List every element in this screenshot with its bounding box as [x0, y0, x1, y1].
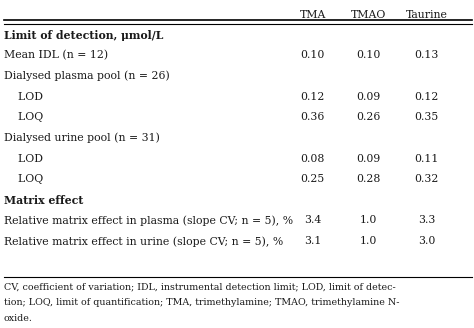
Text: TMA: TMA	[300, 10, 326, 20]
Text: tion; LOQ, limit of quantification; TMA, trimethylamine; TMAO, trimethylamine N-: tion; LOQ, limit of quantification; TMA,…	[4, 298, 399, 307]
Text: Taurine: Taurine	[406, 10, 447, 20]
Text: 0.11: 0.11	[414, 154, 439, 163]
Text: 0.09: 0.09	[356, 154, 381, 163]
Text: 0.10: 0.10	[301, 50, 325, 60]
Text: 3.4: 3.4	[304, 215, 321, 225]
Text: 0.10: 0.10	[356, 50, 381, 60]
Text: 0.13: 0.13	[414, 50, 439, 60]
Text: Matrix effect: Matrix effect	[4, 195, 83, 206]
Text: Dialysed urine pool (n = 31): Dialysed urine pool (n = 31)	[4, 133, 160, 143]
Text: 0.32: 0.32	[414, 174, 439, 184]
Text: Relative matrix effect in plasma (slope CV; n = 5), %: Relative matrix effect in plasma (slope …	[4, 215, 293, 226]
Text: Limit of detection, μmol/L: Limit of detection, μmol/L	[4, 30, 163, 41]
Text: 3.1: 3.1	[304, 236, 321, 246]
Text: 0.12: 0.12	[301, 92, 325, 101]
Text: oxide.: oxide.	[4, 314, 33, 322]
Text: 1.0: 1.0	[360, 236, 377, 246]
Text: Relative matrix effect in urine (slope CV; n = 5), %: Relative matrix effect in urine (slope C…	[4, 236, 283, 247]
Text: LOQ: LOQ	[4, 112, 43, 122]
Text: 0.12: 0.12	[414, 92, 439, 101]
Text: TMAO: TMAO	[351, 10, 386, 20]
Text: 1.0: 1.0	[360, 215, 377, 225]
Text: 3.3: 3.3	[418, 215, 435, 225]
Text: LOD: LOD	[4, 154, 43, 163]
Text: CV, coefficient of variation; IDL, instrumental detection limit; LOD, limit of d: CV, coefficient of variation; IDL, instr…	[4, 282, 395, 291]
Text: 0.25: 0.25	[301, 174, 325, 184]
Text: Dialysed plasma pool (n = 26): Dialysed plasma pool (n = 26)	[4, 71, 170, 81]
Text: 0.35: 0.35	[414, 112, 439, 122]
Text: 0.09: 0.09	[356, 92, 381, 101]
Text: LOD: LOD	[4, 92, 43, 101]
Text: 0.26: 0.26	[356, 112, 381, 122]
Text: 0.08: 0.08	[301, 154, 325, 163]
Text: 0.36: 0.36	[301, 112, 325, 122]
Text: LOQ: LOQ	[4, 174, 43, 184]
Text: Mean IDL (n = 12): Mean IDL (n = 12)	[4, 50, 108, 60]
Text: 0.28: 0.28	[356, 174, 381, 184]
Text: 3.0: 3.0	[418, 236, 435, 246]
